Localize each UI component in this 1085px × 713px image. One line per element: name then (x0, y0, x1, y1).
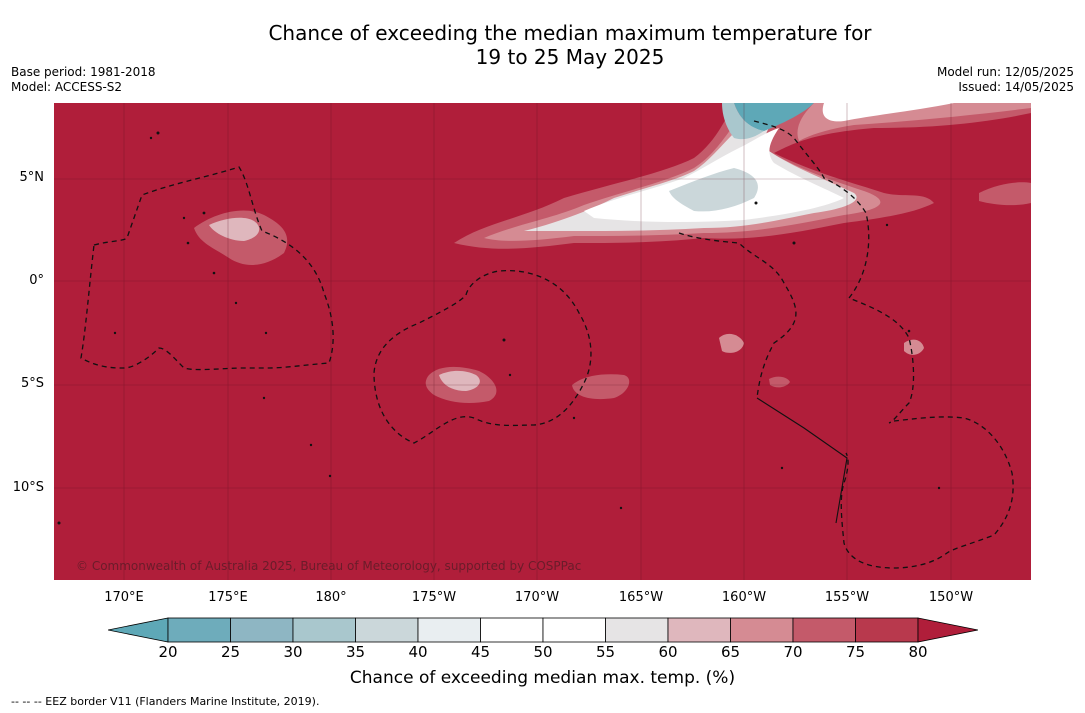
map-background (54, 103, 1031, 580)
colorbar-tick-label: 40 (408, 643, 428, 661)
model-name: Model: ACCESS-S2 (11, 80, 123, 94)
lon-label-175w: 175°W (411, 590, 457, 605)
lon-label-150w: 150°W (928, 590, 974, 605)
colorbar-box (792, 617, 856, 643)
colorbar-extend-low (108, 617, 169, 643)
colorbar-box (292, 617, 356, 643)
patch-central-light (439, 370, 480, 391)
eez-west (80, 166, 334, 371)
lon-label-170e: 170°E (104, 590, 144, 605)
lat-label-0: 0° (29, 273, 44, 288)
colorbar-tick-label: 45 (470, 643, 491, 661)
colorbar-box (355, 617, 419, 643)
eez-line-south (756, 397, 848, 524)
colorbar (108, 617, 978, 643)
patch-west-1-light (209, 217, 260, 241)
colorbar-box (480, 617, 544, 643)
colorbar-box (230, 617, 294, 643)
eez-central (373, 269, 592, 444)
lon-label-170w: 170°W (514, 590, 560, 605)
colorbar-tick-label: 70 (783, 643, 803, 661)
colorbar-tick-label: 20 (158, 643, 178, 661)
patch-south-central (572, 374, 630, 400)
map-panel (54, 103, 1031, 580)
model-run: Model run: 12/05/2025 (936, 65, 1074, 79)
patch-north-band-blue (669, 168, 758, 212)
eez-footnote: -- -- -- EEZ border V11 (Flanders Marine… (11, 695, 320, 708)
colorbar-tick-label: 65 (720, 643, 741, 661)
islands (57, 131, 941, 525)
colorbar-tick-label: 55 (595, 643, 616, 661)
colorbar-box (605, 617, 669, 643)
lon-label-160w: 160°W (721, 590, 767, 605)
meta-right: Model run: 12/05/2025 Issued: 14/05/2025 (937, 65, 1074, 95)
colorbar-box (667, 617, 731, 643)
eez-central-east (678, 232, 797, 399)
colorbar-tick-label: 30 (283, 643, 303, 661)
lon-label-180: 180° (315, 590, 347, 605)
colorbar-tick-label: 80 (908, 643, 928, 661)
patch-east-small-3 (769, 376, 790, 388)
patch-east-edge (979, 182, 1031, 206)
colorbar-tick-label: 25 (220, 643, 241, 661)
colorbar-tick-label: 75 (845, 643, 866, 661)
patch-north-top-light (722, 103, 764, 140)
eez-southeast (840, 416, 1014, 569)
base-period: Base period: 1981-2018 (11, 65, 156, 79)
eez-east-center (753, 120, 915, 424)
patch-north-top-blue (734, 103, 814, 131)
meta-left: Base period: 1981-2018 Model: ACCESS-S2 (11, 65, 156, 95)
graticule (54, 103, 1031, 580)
issued-date: Issued: 14/05/2025 (958, 80, 1074, 94)
patch-north-east-white (822, 103, 954, 122)
patch-east-small-2 (904, 339, 924, 355)
lon-label-175e: 175°E (208, 590, 248, 605)
colorbar-box (167, 617, 231, 643)
colorbar-box (855, 617, 919, 643)
lat-label-5s: 5°S (20, 376, 44, 391)
title-line-2: 19 to 25 May 2025 (475, 45, 665, 69)
lon-label-155w: 155°W (824, 590, 870, 605)
lon-label-165w: 165°W (618, 590, 664, 605)
probability-patches (194, 103, 1031, 403)
colorbar-extend-high (917, 617, 978, 643)
colorbar-tick-label: 50 (533, 643, 553, 661)
colorbar-box (542, 617, 606, 643)
lat-label-5n: 5°N (19, 170, 45, 185)
colorbar-tick-label: 35 (345, 643, 366, 661)
colorbar-box (730, 617, 794, 643)
copyright-notice: © Commonwealth of Australia 2025, Bureau… (76, 559, 582, 573)
colorbar-box (417, 617, 481, 643)
patch-east-small-1 (719, 333, 744, 353)
colorbar-tick-label: 60 (658, 643, 678, 661)
chart-title: Chance of exceeding the median maximum t… (0, 21, 1085, 69)
lat-label-10s: 10°S (12, 480, 44, 495)
eez-solid-border (756, 397, 848, 524)
colorbar-label: Chance of exceeding median max. temp. (%… (349, 668, 736, 688)
eez-borders (80, 120, 1014, 569)
title-line-1: Chance of exceeding the median maximum t… (268, 21, 872, 45)
